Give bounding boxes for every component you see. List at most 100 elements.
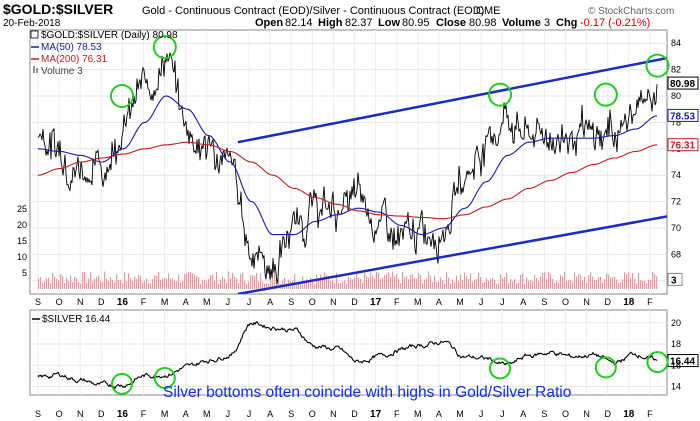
main-x-label: N	[330, 297, 337, 307]
volume-bar	[262, 282, 264, 289]
volume-bar	[294, 274, 296, 289]
volume-bar	[644, 281, 646, 289]
volume-bar	[312, 278, 314, 289]
volume-bar	[192, 273, 194, 289]
volume-bar	[478, 272, 480, 289]
open-label: Open	[255, 17, 283, 29]
volume-bar	[538, 281, 540, 289]
volume-bar	[402, 271, 404, 289]
volume-bar	[504, 277, 506, 289]
volume-bar	[180, 282, 182, 289]
volume-bar	[254, 275, 256, 289]
ma50-line	[38, 95, 658, 236]
volume-bar	[416, 278, 418, 289]
watermark: © StockCharts.com	[588, 6, 674, 17]
volume-bar	[84, 271, 86, 289]
volume-bar	[394, 276, 396, 289]
legend-ma50: MA(50) 78.53	[41, 42, 102, 53]
volume-bar	[610, 277, 612, 289]
volume-bar	[512, 281, 514, 289]
volume-bar	[508, 282, 510, 289]
silver-x-label: J	[247, 409, 252, 419]
volume-bar	[66, 277, 68, 289]
volume-bar	[634, 278, 636, 289]
highlight-circle	[487, 82, 512, 107]
volume-bar	[462, 280, 464, 289]
volume-bar	[50, 283, 52, 289]
volume-bar	[354, 277, 356, 289]
volume-bar	[156, 275, 158, 289]
main-x-label: 18	[623, 297, 635, 308]
volume-bar	[632, 273, 634, 289]
volume-bar	[284, 277, 286, 289]
main-x-label: A	[436, 297, 442, 307]
volume-bar	[374, 278, 376, 289]
main-series	[37, 52, 658, 285]
volume-bar	[104, 271, 106, 289]
volume-bar	[248, 282, 250, 289]
volume-bar	[230, 278, 232, 289]
volume-bar	[236, 278, 238, 289]
volume-bar	[146, 278, 148, 289]
chg-value: -0.17 (-0.21%)	[580, 17, 650, 29]
volume-bar	[580, 275, 582, 289]
volume-bar	[234, 276, 236, 289]
volume-bar	[464, 272, 466, 289]
silver-legend: $SILVER 16.44	[32, 314, 111, 325]
main-x-label: A	[183, 297, 189, 307]
highlight-circle	[645, 53, 670, 78]
silver-x-label: D	[98, 409, 105, 419]
volume-bar	[474, 279, 476, 289]
volume-bar	[522, 273, 524, 289]
volume-bar	[578, 274, 580, 289]
main-y-tick: 74	[671, 170, 681, 180]
main-x-label: O	[562, 297, 569, 307]
volume-bar	[260, 273, 262, 289]
volume-bar	[178, 274, 180, 289]
volume-bar	[106, 278, 108, 289]
price-value-box	[667, 76, 699, 90]
volume-bar	[596, 279, 598, 289]
main-x-label: M	[203, 297, 211, 307]
volume-bar	[620, 282, 622, 289]
legend-silver: $SILVER 16.44	[42, 314, 111, 325]
main-x-label: A	[520, 297, 526, 307]
volume-bar	[210, 275, 212, 289]
volume-bar	[70, 275, 72, 289]
volume-bar	[62, 275, 64, 289]
main-y-tick: 78	[671, 117, 681, 127]
volume-bar	[182, 280, 184, 289]
volume-bar	[530, 279, 532, 289]
legend-ma200: MA(200) 76.31	[41, 54, 108, 65]
volume-bar	[56, 278, 58, 289]
silver-x-label: D	[351, 409, 358, 419]
ma200-value-box	[667, 138, 699, 152]
volume-bar	[318, 278, 320, 289]
legend-swatch-volume-2	[36, 68, 38, 73]
volume-bar	[500, 274, 502, 289]
volume-bar	[496, 283, 498, 289]
silver-x-label: M	[161, 409, 169, 419]
volume-bar	[82, 272, 84, 289]
high-circles	[109, 35, 670, 108]
volume-bar	[334, 283, 336, 289]
volume-bar	[388, 272, 390, 289]
volume-bar	[170, 278, 172, 289]
ma50-value-box	[667, 108, 699, 122]
volume-bar	[76, 277, 78, 289]
low-circle	[153, 367, 176, 389]
volume-bar	[322, 279, 324, 289]
channel-upper-line	[237, 56, 667, 144]
volume-bar	[424, 279, 426, 289]
volume-bar	[590, 271, 592, 289]
volume-bar	[120, 279, 122, 289]
low-label: Low	[378, 17, 400, 29]
volume-bar	[378, 272, 380, 289]
volume-bar	[270, 277, 272, 289]
volume-bar	[368, 277, 370, 289]
low-circle	[110, 372, 133, 395]
volume-bar	[428, 271, 430, 289]
volume-bar	[266, 283, 268, 289]
silver-series	[37, 320, 658, 390]
volume-bar	[532, 281, 534, 289]
